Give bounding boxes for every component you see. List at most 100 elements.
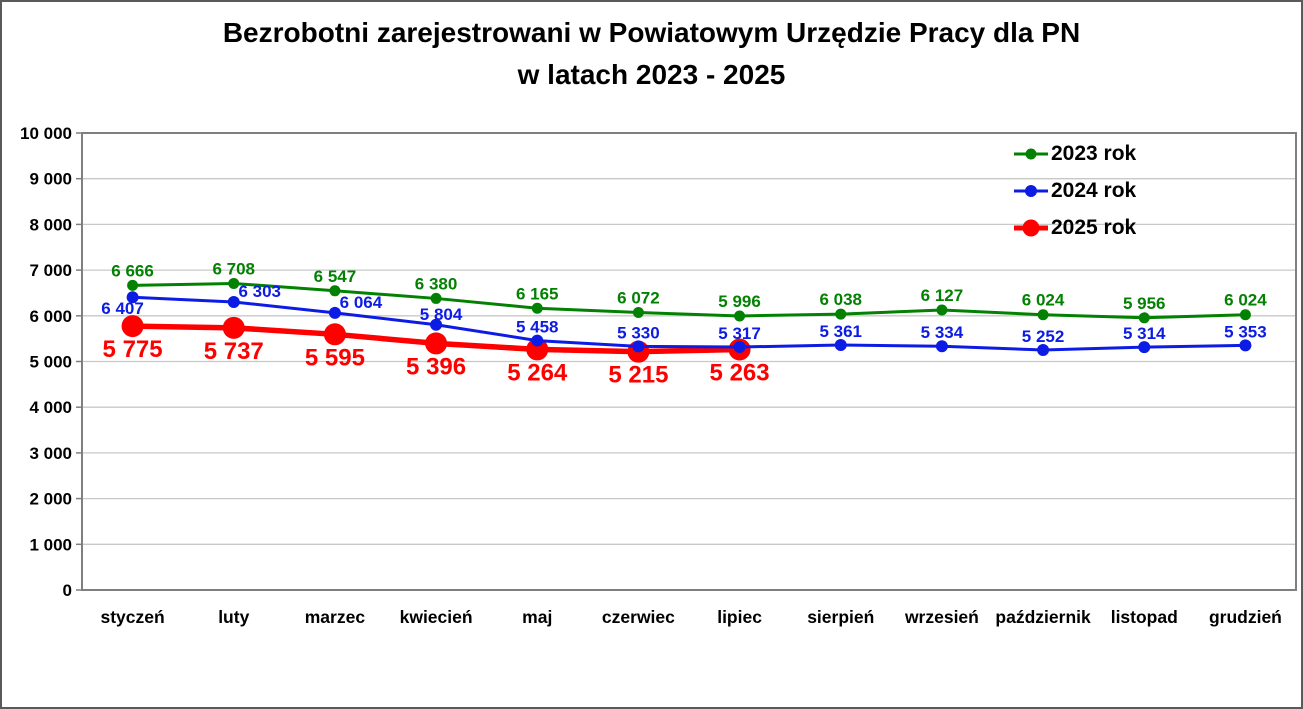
data-label-2024-czerwiec: 5 330 bbox=[617, 323, 660, 342]
y-axis-label-7000: 7 000 bbox=[29, 261, 72, 280]
x-axis-label-luty: luty bbox=[218, 607, 249, 627]
data-label-2023-kwiecień: 6 380 bbox=[415, 274, 458, 293]
data-label-2025-maj: 5 264 bbox=[507, 359, 568, 386]
y-axis-label-6000: 6 000 bbox=[29, 307, 72, 326]
data-label-2023-listopad: 5 956 bbox=[1123, 294, 1166, 313]
data-label-2025-luty: 5 737 bbox=[204, 338, 264, 365]
data-label-2023-grudzień: 6 024 bbox=[1224, 291, 1267, 310]
data-label-2025-styczeń: 5 775 bbox=[103, 336, 163, 363]
chart-title-line1: Bezrobotni zarejestrowani w Powiatowym U… bbox=[222, 17, 1081, 48]
x-axis-label-lipiec: lipiec bbox=[717, 607, 762, 627]
data-point-2025-styczeń[interactable] bbox=[121, 315, 144, 338]
data-label-2024-grudzień: 5 353 bbox=[1224, 322, 1267, 341]
data-label-2023-marzec: 6 547 bbox=[314, 267, 357, 286]
data-label-2023-lipiec: 5 996 bbox=[718, 292, 761, 311]
y-axis-label-10000: 10 000 bbox=[20, 124, 72, 143]
data-label-2023-luty: 6 708 bbox=[212, 259, 255, 278]
data-label-2023-maj: 6 165 bbox=[516, 284, 559, 303]
data-label-2024-marzec: 6 064 bbox=[340, 293, 383, 312]
data-label-2024-wrzesień: 5 334 bbox=[921, 323, 964, 342]
x-axis-label-czerwiec: czerwiec bbox=[602, 607, 675, 627]
chart-title-line2: w latach 2023 - 2025 bbox=[517, 59, 786, 90]
x-axis-label-grudzień: grudzień bbox=[1209, 607, 1282, 627]
data-label-2024-listopad: 5 314 bbox=[1123, 324, 1166, 343]
legend-item-2023[interactable]: 2023 rok bbox=[1014, 135, 1136, 172]
data-point-2023-październik[interactable] bbox=[1037, 309, 1049, 321]
data-label-2024-luty: 6 303 bbox=[238, 282, 281, 301]
x-axis-label-maj: maj bbox=[522, 607, 552, 627]
data-point-2024-lipiec[interactable] bbox=[733, 341, 746, 354]
series-line-2023-rok[interactable] bbox=[132, 281, 1246, 320]
data-point-2024-marzec[interactable] bbox=[328, 306, 341, 319]
data-point-2023-listopad[interactable] bbox=[1138, 312, 1150, 324]
data-point-2023-lipiec[interactable] bbox=[734, 310, 746, 322]
data-point-2024-czerwiec[interactable] bbox=[632, 340, 645, 353]
data-label-2024-maj: 5 458 bbox=[516, 318, 559, 337]
data-label-2025-czerwiec: 5 215 bbox=[608, 362, 668, 389]
x-axis-label-styczeń: styczeń bbox=[100, 607, 164, 627]
data-label-2023-październik: 6 024 bbox=[1022, 291, 1065, 310]
legend-label-2025: 2025 rok bbox=[1051, 215, 1137, 239]
data-label-2024-październik: 5 252 bbox=[1022, 327, 1065, 346]
data-point-2024-styczeń[interactable] bbox=[126, 291, 139, 304]
data-point-2023-maj[interactable] bbox=[531, 302, 543, 314]
data-point-2023-luty[interactable] bbox=[228, 277, 240, 289]
y-axis-label-1000: 1 000 bbox=[29, 535, 72, 554]
legend-label-2024: 2024 rok bbox=[1051, 178, 1137, 202]
y-axis-label-5000: 5 000 bbox=[29, 353, 72, 372]
data-point-2024-maj[interactable] bbox=[531, 334, 544, 347]
data-point-2023-sierpień[interactable] bbox=[835, 308, 847, 320]
data-point-2025-marzec[interactable] bbox=[323, 323, 346, 346]
data-point-2025-maj[interactable] bbox=[526, 338, 549, 361]
data-point-2024-październik[interactable] bbox=[1037, 343, 1050, 356]
data-point-2024-grudzień[interactable] bbox=[1239, 339, 1252, 352]
data-point-2023-styczeń[interactable] bbox=[127, 279, 139, 291]
data-point-2025-kwiecień[interactable] bbox=[425, 332, 448, 355]
data-label-2024-sierpień: 5 361 bbox=[819, 322, 862, 341]
y-axis-label-0: 0 bbox=[63, 581, 72, 600]
data-label-2024-styczeń: 6 407 bbox=[101, 299, 144, 318]
data-point-2024-sierpień[interactable] bbox=[834, 339, 847, 352]
x-axis-label-sierpień: sierpień bbox=[807, 607, 874, 627]
legend-item-2025[interactable]: 2025 rok bbox=[1014, 209, 1136, 246]
y-axis-label-2000: 2 000 bbox=[29, 490, 72, 509]
data-label-2023-wrzesień: 6 127 bbox=[921, 286, 964, 305]
legend-label-2023: 2023 rok bbox=[1051, 141, 1137, 165]
data-point-2024-wrzesień[interactable] bbox=[935, 340, 948, 353]
legend-marker-2025-icon bbox=[1014, 218, 1048, 238]
x-axis-label-kwiecień: kwiecień bbox=[400, 607, 473, 627]
y-axis-label-4000: 4 000 bbox=[29, 398, 72, 417]
data-label-2025-lipiec: 5 263 bbox=[710, 359, 770, 386]
data-label-2025-kwiecień: 5 396 bbox=[406, 353, 466, 380]
legend-item-2024[interactable]: 2024 rok bbox=[1014, 172, 1136, 209]
data-label-2023-sierpień: 6 038 bbox=[819, 290, 862, 309]
x-axis-label-listopad: listopad bbox=[1111, 607, 1178, 627]
legend-marker-2023-icon bbox=[1014, 144, 1048, 164]
x-axis-label-wrzesień: wrzesień bbox=[904, 607, 979, 627]
x-axis-label-marzec: marzec bbox=[305, 607, 366, 627]
data-point-2024-luty[interactable] bbox=[227, 295, 240, 308]
data-label-2023-czerwiec: 6 072 bbox=[617, 289, 660, 308]
data-label-2024-lipiec: 5 317 bbox=[718, 324, 761, 343]
y-axis-label-3000: 3 000 bbox=[29, 444, 72, 463]
y-axis-label-9000: 9 000 bbox=[29, 170, 72, 189]
data-point-2025-luty[interactable] bbox=[222, 316, 245, 339]
data-point-2024-kwiecień[interactable] bbox=[430, 318, 443, 331]
data-label-2024-kwiecień: 5 804 bbox=[420, 305, 463, 324]
legend-marker-2024-icon bbox=[1014, 181, 1048, 201]
data-label-2025-marzec: 5 595 bbox=[305, 344, 365, 371]
chart-title: Bezrobotni zarejestrowani w Powiatowym U… bbox=[2, 12, 1301, 96]
data-label-2023-styczeń: 6 666 bbox=[111, 261, 154, 280]
x-axis-label-październik: październik bbox=[995, 607, 1091, 627]
series-line-2024-rok[interactable] bbox=[132, 295, 1246, 352]
data-point-2023-czerwiec[interactable] bbox=[632, 307, 644, 319]
data-point-2023-kwiecień[interactable] bbox=[430, 292, 442, 304]
data-point-2024-listopad[interactable] bbox=[1138, 341, 1151, 354]
data-point-2023-wrzesień[interactable] bbox=[936, 304, 948, 316]
data-point-2023-marzec[interactable] bbox=[329, 285, 341, 297]
y-axis-label-8000: 8 000 bbox=[29, 215, 72, 234]
data-point-2023-grudzień[interactable] bbox=[1239, 309, 1251, 321]
legend: 2023 rok 2024 rok 2025 rok bbox=[1014, 135, 1136, 246]
